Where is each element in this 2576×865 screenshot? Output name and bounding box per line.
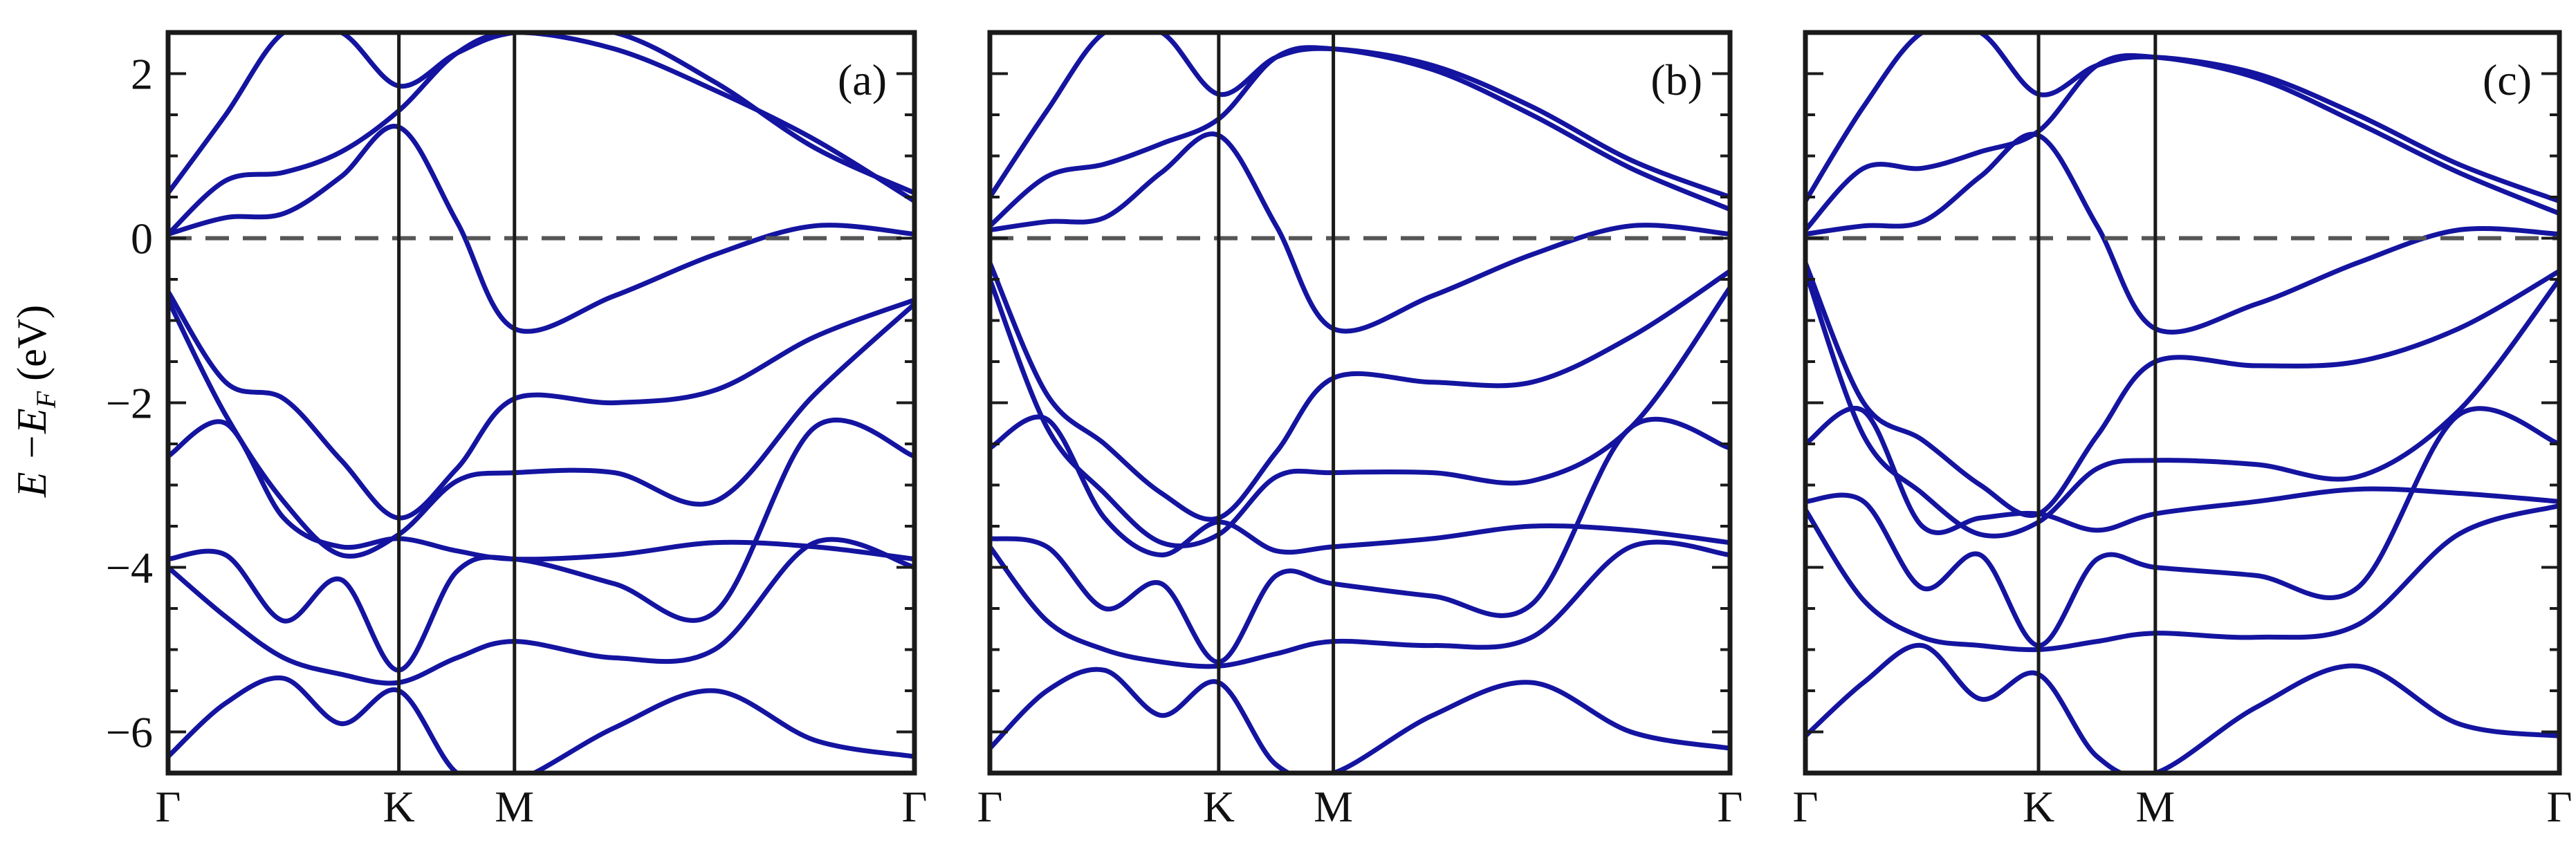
band-line-1 — [168, 32, 914, 196]
band-line-5 — [168, 297, 914, 559]
panel-label: (a) — [838, 55, 887, 104]
panel-label: (b) — [1650, 55, 1702, 104]
x-tick-label-Γ: Γ — [902, 782, 928, 831]
x-tick-label-Γ: Γ — [1793, 782, 1819, 831]
band-line-2 — [168, 32, 914, 237]
y-tick-label: 0 — [131, 214, 153, 263]
x-tick-label-M: M — [1314, 782, 1353, 831]
ylabel-subscript: F — [30, 391, 62, 409]
x-tick-label-Γ: Γ — [156, 782, 181, 831]
panel-label: (c) — [2483, 55, 2532, 104]
band-line-8 — [990, 539, 1730, 669]
panel-frame — [987, 30, 1733, 776]
y-axis-label-text: E −EF (eV) — [9, 305, 62, 498]
band-line-1 — [990, 32, 1730, 200]
x-tick-label-K: K — [383, 782, 415, 831]
y-tick-label: −2 — [106, 379, 153, 428]
band-line-5 — [990, 277, 1730, 549]
band-line-6 — [168, 419, 914, 562]
band-panel-3: (c) Γ K M Γ — [1793, 30, 2573, 831]
band-panel-2: (b) Γ K M Γ — [977, 30, 1743, 831]
x-tick-label-Γ: Γ — [977, 782, 1003, 831]
band-line-9 — [168, 675, 914, 773]
y-tick-label: −6 — [106, 708, 153, 757]
band-line-2 — [990, 45, 1730, 229]
ylabel-main: E −E — [9, 408, 55, 498]
band-line-9 — [1805, 642, 2559, 773]
band-line-6 — [1805, 406, 2559, 535]
band-line-5 — [1805, 268, 2559, 539]
panel-frame — [165, 30, 917, 776]
y-axis-label: E −EF (eV) — [9, 305, 62, 498]
band-line-6 — [990, 414, 1730, 558]
band-line-8 — [1805, 503, 2559, 653]
x-tick-label-M: M — [495, 782, 534, 831]
band-line-2 — [1805, 53, 2559, 233]
x-tick-label-K: K — [1203, 782, 1235, 831]
bands-group — [990, 32, 1730, 773]
panel-frame — [1803, 30, 2562, 776]
x-tick-label-Γ: Γ — [2547, 782, 2573, 831]
band-line-3 — [1805, 131, 2559, 335]
ylabel-unit: (eV) — [9, 305, 55, 391]
band-line-4 — [1805, 260, 2559, 518]
band-line-7 — [1805, 406, 2559, 649]
y-tick-label: 2 — [131, 50, 153, 99]
band-panel-1: (a) Γ K M Γ 2 0 −2 −4 −6 — [106, 30, 928, 831]
x-tick-label-K: K — [2023, 782, 2054, 831]
band-line-9 — [990, 667, 1730, 773]
band-line-8 — [168, 537, 914, 686]
band-line-7 — [168, 417, 914, 673]
band-line-7 — [990, 416, 1730, 664]
bands-group — [1805, 32, 2559, 773]
band-line-4 — [990, 260, 1730, 522]
panels-group: (a) Γ K M Γ 2 0 −2 −4 −6 (b) Γ K M Γ (c) Γ K M Γ — [106, 30, 2573, 831]
band-line-4 — [168, 289, 914, 521]
x-tick-label-M: M — [2135, 782, 2175, 831]
band-line-3 — [168, 124, 914, 334]
y-tick-label: −4 — [106, 543, 153, 593]
x-tick-label-Γ: Γ — [1718, 782, 1743, 831]
bands-group — [168, 32, 914, 773]
band-line-1 — [1805, 32, 2559, 204]
